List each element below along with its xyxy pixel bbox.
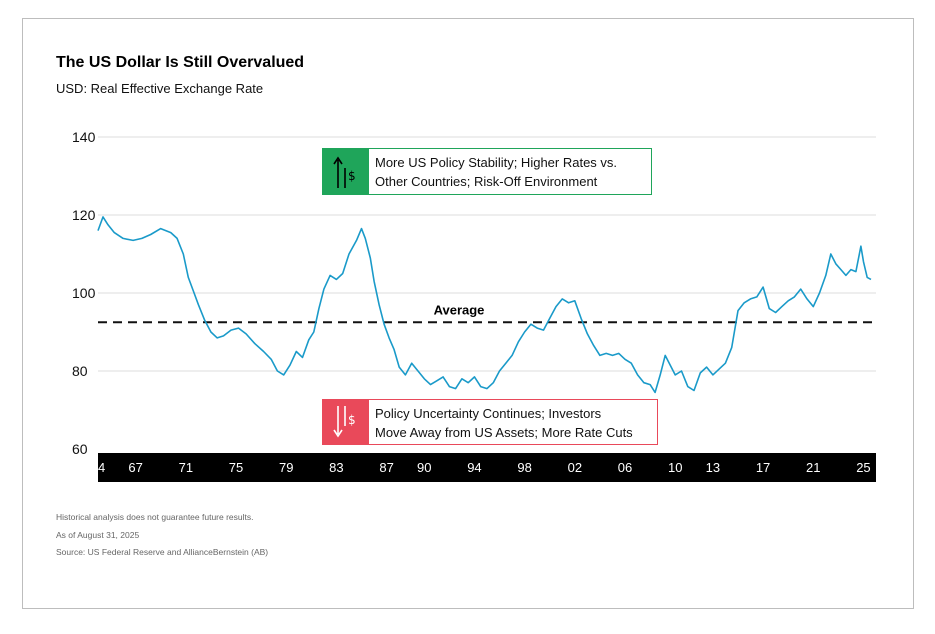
series-line (97, 216, 872, 394)
x-tick-label: 79 (279, 460, 293, 475)
y-tick-label: 60 (72, 441, 88, 457)
x-tick-label: 10 (668, 460, 682, 475)
y-tick-label: 120 (72, 207, 96, 223)
callout-downside-text: Policy Uncertainty Continues; Investors … (369, 400, 639, 444)
x-tick-label: 17 (756, 460, 770, 475)
chart-subtitle: USD: Real Effective Exchange Rate (56, 81, 264, 96)
callout-upside-line-2: Other Countries; Risk-Off Environment (375, 174, 598, 189)
callout-downside-line-2: Move Away from US Assets; More Rate Cuts (375, 425, 633, 440)
x-tick-label: 90 (417, 460, 431, 475)
y-tick-label: 80 (72, 363, 88, 379)
footnote-disclaimer: Historical analysis does not guarantee f… (56, 512, 254, 522)
average-layer: Average (98, 302, 876, 324)
callout-upside-line-1: More US Policy Stability; Higher Rates v… (375, 155, 618, 170)
x-tick-label: 06 (618, 460, 632, 475)
x-tick-label: 25 (856, 460, 870, 475)
chart-title: The US Dollar Is Still Overvalued (56, 54, 305, 71)
x-tick-label: 83 (329, 460, 343, 475)
figure-frame (22, 18, 914, 609)
x-axis-band: 64 67 71 75 79 83 87 90 94 98 02 06 10 13 17 21 25 (91, 453, 876, 482)
callout-downside-line-1: Policy Uncertainty Continues; Investors (375, 406, 602, 421)
x-tick-label: 13 (706, 460, 720, 475)
average-label: Average (434, 302, 485, 317)
x-tick-label: 94 (467, 460, 481, 475)
x-tick-label: 67 (128, 460, 142, 475)
y-tick-label: 140 (72, 129, 96, 145)
x-tick-label: 21 (806, 460, 820, 475)
x-tick-label: 71 (179, 460, 193, 475)
x-tick-label: 02 (568, 460, 582, 475)
series-layer (97, 216, 872, 394)
footnote-as-of: As of August 31, 2025 (56, 530, 140, 540)
callout-downside: $ Policy Uncertainty Continues; Investor… (322, 399, 658, 445)
callout-upside-text: More US Policy Stability; Higher Rates v… (369, 149, 623, 194)
grid-layer: 60 80 100 120 140 (72, 129, 876, 457)
x-tick-label: 64 (91, 460, 105, 475)
x-tick-label: 87 (379, 460, 393, 475)
arrow-down-dollar-icon: $ (323, 400, 369, 444)
svg-text:$: $ (348, 169, 356, 183)
x-tick-label: 75 (229, 460, 243, 475)
footnote-source: Source: US Federal Reserve and AllianceB… (56, 547, 269, 557)
x-axis-band-bg (98, 453, 876, 482)
x-tick-label: 98 (517, 460, 531, 475)
callout-upside: $ More US Policy Stability; Higher Rates… (322, 148, 652, 195)
arrow-up-dollar-icon: $ (323, 149, 369, 194)
svg-text:$: $ (348, 413, 356, 427)
y-tick-label: 100 (72, 285, 96, 301)
